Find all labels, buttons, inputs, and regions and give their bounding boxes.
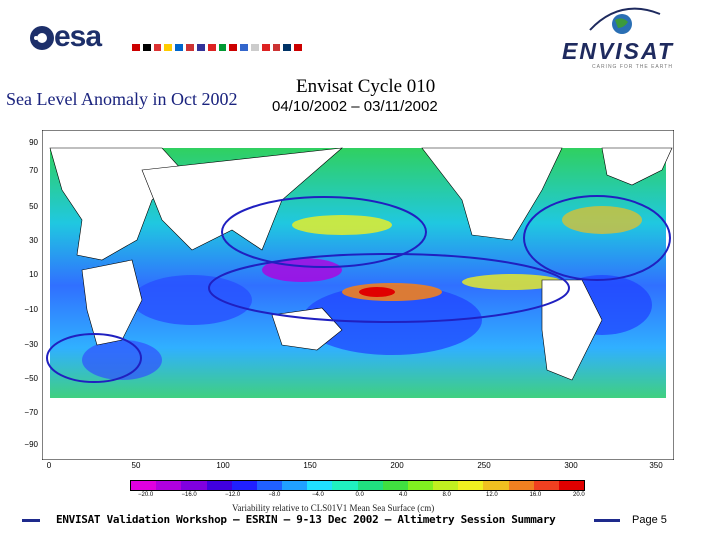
colorbar-label: −20.0 — [138, 492, 154, 498]
y-tick: −30 — [24, 340, 38, 349]
cycle-title: Envisat Cycle 010 — [296, 76, 436, 97]
esa-logo-text: esa — [54, 20, 102, 53]
colorbar-swatch — [307, 481, 333, 490]
colorbar-swatch — [458, 481, 484, 490]
colorbar-swatch — [332, 481, 358, 490]
member-flags — [132, 44, 302, 54]
x-tick: 150 — [303, 461, 317, 470]
colorbar-label: 16.0 — [529, 492, 542, 498]
colorbar-label: −8.0 — [268, 492, 281, 498]
colorbar-label: 0.0 — [355, 492, 364, 498]
colorbar-swatch — [282, 481, 308, 490]
colorbar-swatch — [357, 481, 383, 490]
esa-logo — [28, 18, 128, 56]
esa-logo-icon — [30, 26, 54, 50]
colorbar-swatch — [483, 481, 509, 490]
colorbar-label: −16.0 — [181, 492, 197, 498]
y-tick: −90 — [24, 440, 38, 449]
colorbar: −20.0 −16.0 −12.0 −8.0 −4.0 0.0 4.0 8.0 12.0 16.0… — [130, 480, 585, 500]
cycle-dates: 04/10/2002 – 03/11/2002 — [272, 98, 438, 115]
x-tick: 0 — [46, 461, 52, 470]
y-tick: 10 — [29, 270, 38, 279]
colorbar-strip — [130, 480, 585, 491]
colorbar-swatch — [382, 481, 408, 490]
sea-level-anomaly-map — [41, 129, 675, 461]
x-tick: 300 — [564, 461, 578, 470]
colorbar-labels: −20.0 −16.0 −12.0 −8.0 −4.0 0.0 4.0 8.0 12.0 16.0… — [130, 491, 585, 501]
colorbar-swatch — [156, 481, 182, 490]
x-tick: 350 — [649, 461, 663, 470]
colorbar-swatch — [181, 481, 207, 490]
footer-rule-left — [22, 519, 40, 522]
colorbar-swatch — [433, 481, 459, 490]
colorbar-label: −12.0 — [225, 492, 241, 498]
colorbar-label: −4.0 — [312, 492, 324, 498]
colorbar-label: 4.0 — [399, 492, 408, 498]
colorbar-label: 20.0 — [573, 492, 585, 498]
colorbar-swatch — [533, 481, 559, 490]
slide-title: Sea Level Anomaly in Oct 2002 — [6, 89, 238, 109]
y-tick: 90 — [29, 138, 38, 147]
colorbar-swatch — [558, 481, 585, 490]
y-tick: −70 — [24, 408, 38, 417]
page-number: Page 5 — [632, 514, 667, 526]
y-tick: −10 — [24, 305, 38, 314]
colorbar-swatch — [131, 481, 157, 490]
colorbar-swatch — [508, 481, 534, 490]
colorbar-swatch — [407, 481, 434, 490]
colorbar-swatch — [206, 481, 232, 490]
envisat-tagline: CARING FOR THE EARTH — [592, 64, 673, 70]
footer-rule-right — [594, 519, 620, 522]
x-tick: 200 — [390, 461, 404, 470]
y-tick: 70 — [29, 166, 38, 175]
colorbar-label: 8.0 — [442, 492, 451, 498]
colorbar-swatch — [256, 481, 283, 490]
x-tick: 50 — [131, 461, 141, 470]
envisat-logo-text: ENVISAT — [562, 38, 674, 64]
map-image — [41, 129, 675, 461]
x-tick: 250 — [477, 461, 491, 470]
y-tick: 30 — [29, 236, 38, 245]
envisat-logo — [560, 4, 710, 70]
map-caption: Variability relative to CLS01V1 Mean Sea… — [232, 503, 435, 513]
y-tick: 50 — [29, 202, 38, 211]
globe-icon — [589, 7, 661, 34]
colorbar-label: 12.0 — [486, 492, 498, 498]
x-tick: 100 — [216, 461, 230, 470]
y-tick: −50 — [24, 374, 38, 383]
colorbar-swatch — [231, 481, 257, 490]
footer-text: ENVISAT Validation Workshop – ESRIN – 9-… — [56, 513, 556, 526]
